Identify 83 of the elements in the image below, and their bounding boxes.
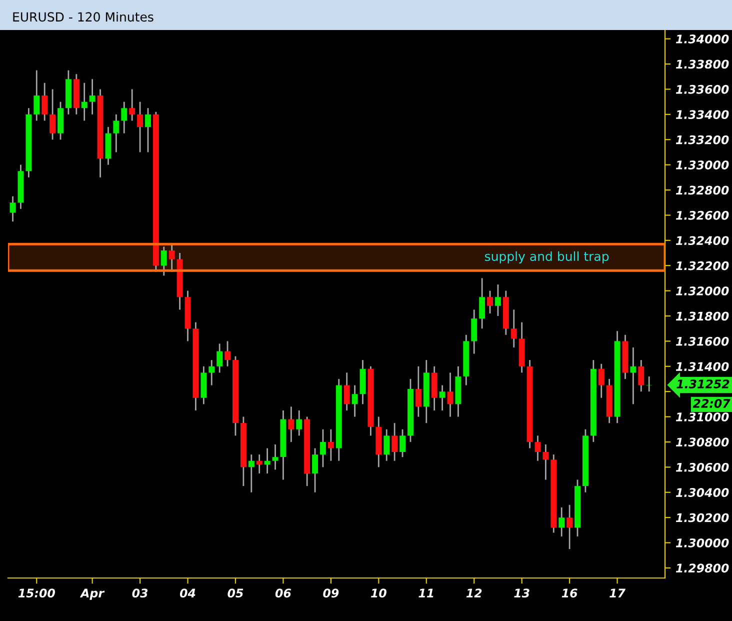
y-tick-label: 1.32600 xyxy=(676,210,729,220)
candlestick xyxy=(264,448,270,474)
candlestick xyxy=(392,422,398,462)
candlestick xyxy=(296,410,302,436)
candlestick xyxy=(248,454,254,494)
candlestick xyxy=(415,366,422,418)
y-tick-label: 1.33000 xyxy=(676,160,729,170)
candlestick xyxy=(487,290,493,314)
candlestick xyxy=(638,359,644,392)
candlestick xyxy=(479,277,486,330)
candlestick xyxy=(494,284,501,317)
candlestick xyxy=(34,70,40,122)
candlestick xyxy=(288,406,294,443)
text: 22:07 xyxy=(692,398,730,408)
candlestick xyxy=(129,88,136,122)
candlestick xyxy=(312,448,318,494)
y-tick-label: 1.33200 xyxy=(676,135,729,144)
candlestick xyxy=(81,82,88,122)
candlestick xyxy=(447,372,454,418)
text: 1.31252 xyxy=(676,380,730,388)
y-tick-label: 1.33600 xyxy=(676,84,729,94)
x-tick-label: 04 xyxy=(180,588,196,598)
candlestick xyxy=(145,107,151,153)
candlestick xyxy=(224,340,231,368)
candlestick xyxy=(344,372,350,412)
candlestick xyxy=(471,308,478,354)
x-tick-label: 15:00 xyxy=(18,588,56,598)
candlestick xyxy=(256,454,262,474)
x-tick-label: Apr xyxy=(80,588,105,600)
candlestick xyxy=(352,384,358,418)
candlestick xyxy=(534,434,541,462)
candlestick xyxy=(598,363,604,399)
x-tick-label: 09 xyxy=(323,588,339,598)
band-label: supply and bull trap xyxy=(484,251,609,264)
x-tick-label: 10 xyxy=(370,588,386,598)
x-tick-label: 13 xyxy=(514,588,530,598)
x-tick-label: 06 xyxy=(275,588,291,598)
y-tick-label: 1.31600 xyxy=(676,336,729,346)
candlestick xyxy=(558,506,565,538)
y-tick-label: 1.29800 xyxy=(676,564,729,573)
candlestick xyxy=(208,359,215,386)
y-tick-label: 1.33400 xyxy=(676,110,729,120)
candlestick xyxy=(400,428,406,458)
candlestick xyxy=(113,114,120,153)
candlestick xyxy=(384,428,390,462)
y-tick-label: 1.30600 xyxy=(676,462,729,472)
candlestick xyxy=(137,101,144,153)
candlestick xyxy=(10,196,16,222)
y-tick-label: 1.33800 xyxy=(676,60,729,69)
candlestick xyxy=(328,428,334,462)
x-tick-label: 17 xyxy=(610,588,626,598)
candlestick xyxy=(160,246,167,276)
y-tick-label: 1.32000 xyxy=(676,286,729,296)
x-tick-label: 16 xyxy=(562,588,578,598)
y-tick-label: 1.34000 xyxy=(676,34,729,44)
candlestick xyxy=(320,428,326,468)
candlestick xyxy=(216,342,223,374)
candlestick xyxy=(542,444,549,480)
candlestick xyxy=(646,376,652,392)
candlestick xyxy=(121,101,128,134)
y-tick-label: 1.30400 xyxy=(676,488,729,497)
candlestick xyxy=(272,444,278,470)
y-tick-label: 1.31800 xyxy=(676,312,729,321)
y-tick-label: 1.32200 xyxy=(676,261,729,270)
x-tick-label: 12 xyxy=(466,588,482,598)
x-tick-label: 05 xyxy=(228,588,244,598)
candlestick xyxy=(50,88,56,140)
candlestick xyxy=(42,82,48,122)
y-tick-label: 1.30800 xyxy=(676,438,729,447)
x-tick-label: 11 xyxy=(418,588,434,598)
chart-title: EURUSD - 120 Minutes xyxy=(13,12,154,22)
candlestick xyxy=(89,78,96,116)
y-tick-label: 1.30000 xyxy=(676,538,729,548)
candlestick xyxy=(439,384,446,412)
candlestick xyxy=(510,308,517,348)
y-tick-label: 1.32400 xyxy=(676,236,729,246)
y-tick-label: 1.31400 xyxy=(676,362,729,372)
y-tick-label: 1.32800 xyxy=(676,186,729,195)
y-tick-label: 1.30200 xyxy=(676,513,729,522)
candlestick xyxy=(566,504,573,550)
y-tick-label: 1.31000 xyxy=(676,412,729,422)
x-tick-label: 03 xyxy=(132,588,148,598)
candlestick xyxy=(630,346,636,405)
